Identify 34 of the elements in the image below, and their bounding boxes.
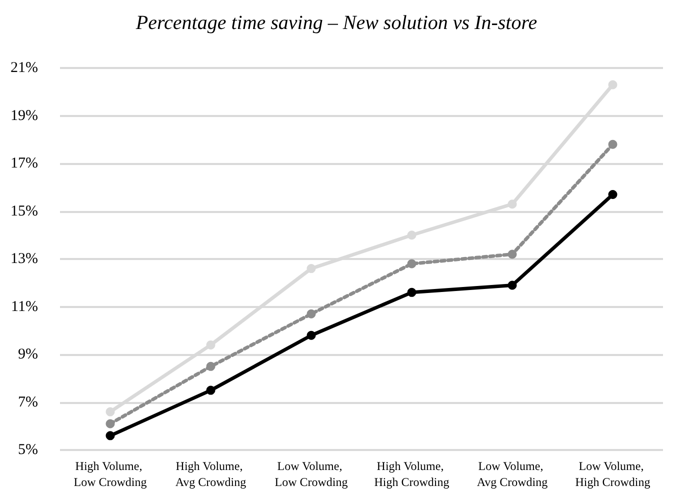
x-tick-label: Low Volume, Avg Crowding bbox=[476, 459, 548, 489]
y-tick-label: 17% bbox=[10, 156, 38, 172]
point bbox=[508, 200, 517, 209]
point bbox=[206, 362, 216, 371]
y-tick-label: 21% bbox=[10, 60, 38, 76]
y-tick-label: 5% bbox=[18, 442, 38, 458]
y-tick-label: 19% bbox=[10, 108, 38, 124]
x-tick-label: High Volume, Low Crowding bbox=[74, 459, 147, 489]
y-tick-label: 11% bbox=[11, 298, 38, 315]
x-tick-label: High Volume, High Crowding bbox=[374, 459, 450, 489]
point bbox=[306, 309, 316, 318]
y-tick-label: 15% bbox=[10, 203, 38, 220]
y-tick-label: 7% bbox=[18, 394, 38, 410]
x-tick-label: High Volume, Avg Crowding bbox=[175, 459, 246, 489]
point bbox=[608, 140, 618, 149]
point bbox=[608, 190, 618, 200]
point bbox=[608, 80, 618, 90]
chart-title: Percentage time saving – New solution vs In-store bbox=[134, 12, 538, 34]
point bbox=[206, 340, 216, 350]
point bbox=[407, 230, 416, 240]
point bbox=[106, 419, 115, 428]
point bbox=[407, 259, 416, 268]
point bbox=[306, 264, 316, 274]
point bbox=[106, 431, 115, 440]
y-tick-label: 9% bbox=[18, 346, 38, 362]
y-tick-label: 13% bbox=[10, 251, 38, 267]
x-tick-label: Low Volume, High Crowding bbox=[575, 459, 650, 489]
point bbox=[306, 330, 316, 340]
point bbox=[106, 407, 115, 416]
point bbox=[407, 288, 416, 297]
point bbox=[508, 250, 517, 259]
point bbox=[508, 280, 517, 290]
point bbox=[206, 386, 216, 395]
x-tick-label: Low Volume, Low Crowding bbox=[274, 459, 348, 489]
